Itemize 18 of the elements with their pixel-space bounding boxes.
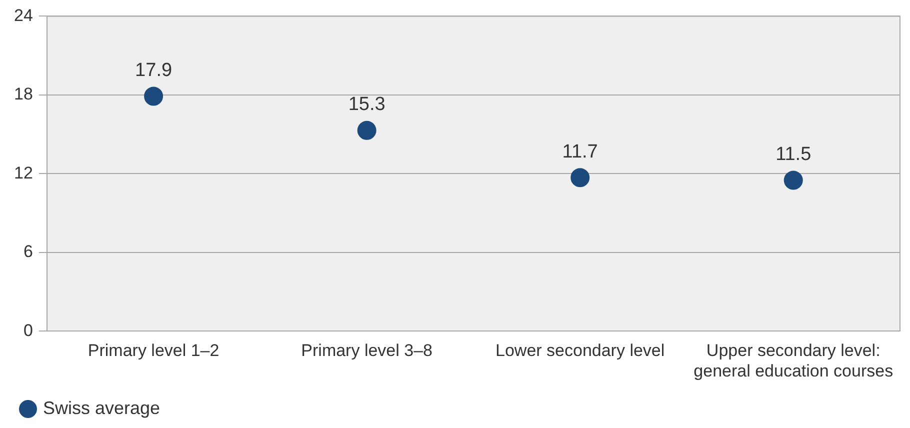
x-tick-label: Upper secondary level: general education courses [694, 341, 894, 380]
point [784, 170, 803, 190]
data-label: 17.9 [135, 60, 172, 81]
y-tick-label: 0 [23, 320, 33, 340]
x-tick-label: Lower secondary level [496, 341, 665, 360]
y-tick-label: 24 [14, 6, 33, 25]
data-label: 15.3 [348, 94, 386, 116]
point [144, 86, 164, 106]
point [357, 120, 376, 140]
point [570, 168, 590, 188]
legend-label: Swiss average [43, 398, 160, 418]
data-label: 11.5 [776, 144, 812, 165]
y-tick-label: 18 [14, 84, 33, 104]
y-tick-label: 12 [14, 163, 33, 182]
x-tick-label: Primary level 3–8 [301, 341, 432, 360]
x-tick-label: Primary level 1–2 [88, 341, 220, 360]
data-label: 11.7 [562, 141, 598, 162]
y-tick-label: 6 [23, 242, 33, 262]
